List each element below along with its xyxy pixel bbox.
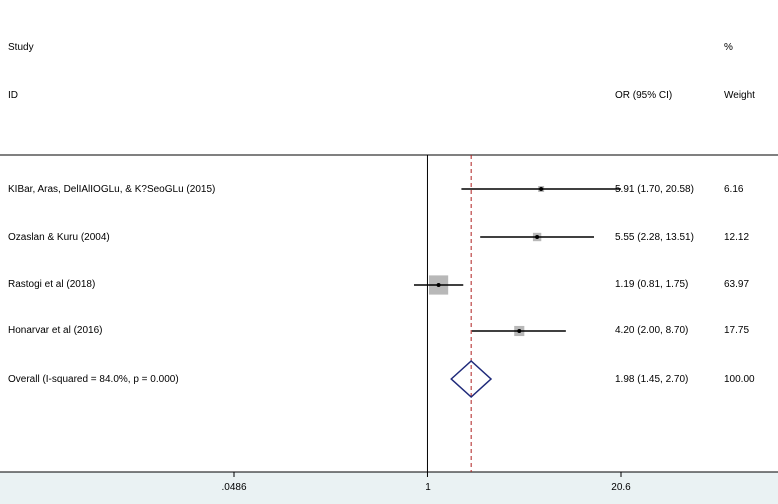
study-weight-4: 17.75 — [724, 325, 750, 336]
study-point-4 — [517, 329, 522, 333]
overall-label: Overall (I-squared = 84.0%, p = 0.000) — [8, 374, 179, 385]
overall-or: 1.98 (1.45, 2.70) — [615, 374, 689, 385]
header-weight: Weight — [724, 90, 755, 101]
study-point-3 — [436, 283, 441, 287]
header-study: Study — [8, 42, 34, 53]
x-tick-label-3: 20.6 — [611, 482, 631, 493]
study-weight-3: 63.97 — [724, 279, 750, 290]
axis-band — [0, 472, 778, 504]
header-percent: % — [724, 42, 733, 53]
study-weight-2: 12.12 — [724, 232, 750, 243]
study-label-2: Ozaslan & Kuru (2004) — [8, 232, 110, 243]
study-label-3: Rastogi et al (2018) — [8, 279, 96, 290]
study-or-3: 1.19 (0.81, 1.75) — [615, 279, 689, 290]
study-or-4: 4.20 (2.00, 8.70) — [615, 325, 689, 336]
overall-diamond — [450, 359, 493, 399]
study-or-2: 5.55 (2.28, 13.51) — [615, 232, 694, 243]
study-or-1: 5.91 (1.70, 20.58) — [615, 184, 694, 195]
study-weight-1: 6.16 — [724, 184, 744, 195]
study-label-4: Honarvar et al (2016) — [8, 325, 103, 336]
header-id: ID — [8, 90, 18, 101]
study-point-2 — [535, 235, 540, 239]
x-tick-label-1: .0486 — [221, 482, 247, 493]
header-or: OR (95% CI) — [615, 90, 673, 101]
overall-weight: 100.00 — [724, 374, 755, 385]
x-tick-label-2: 1 — [425, 482, 431, 493]
study-point-1 — [539, 187, 544, 191]
study-label-1: KIBar, Aras, DelIAlIOGLu, & K?SeoGLu (20… — [8, 184, 216, 195]
